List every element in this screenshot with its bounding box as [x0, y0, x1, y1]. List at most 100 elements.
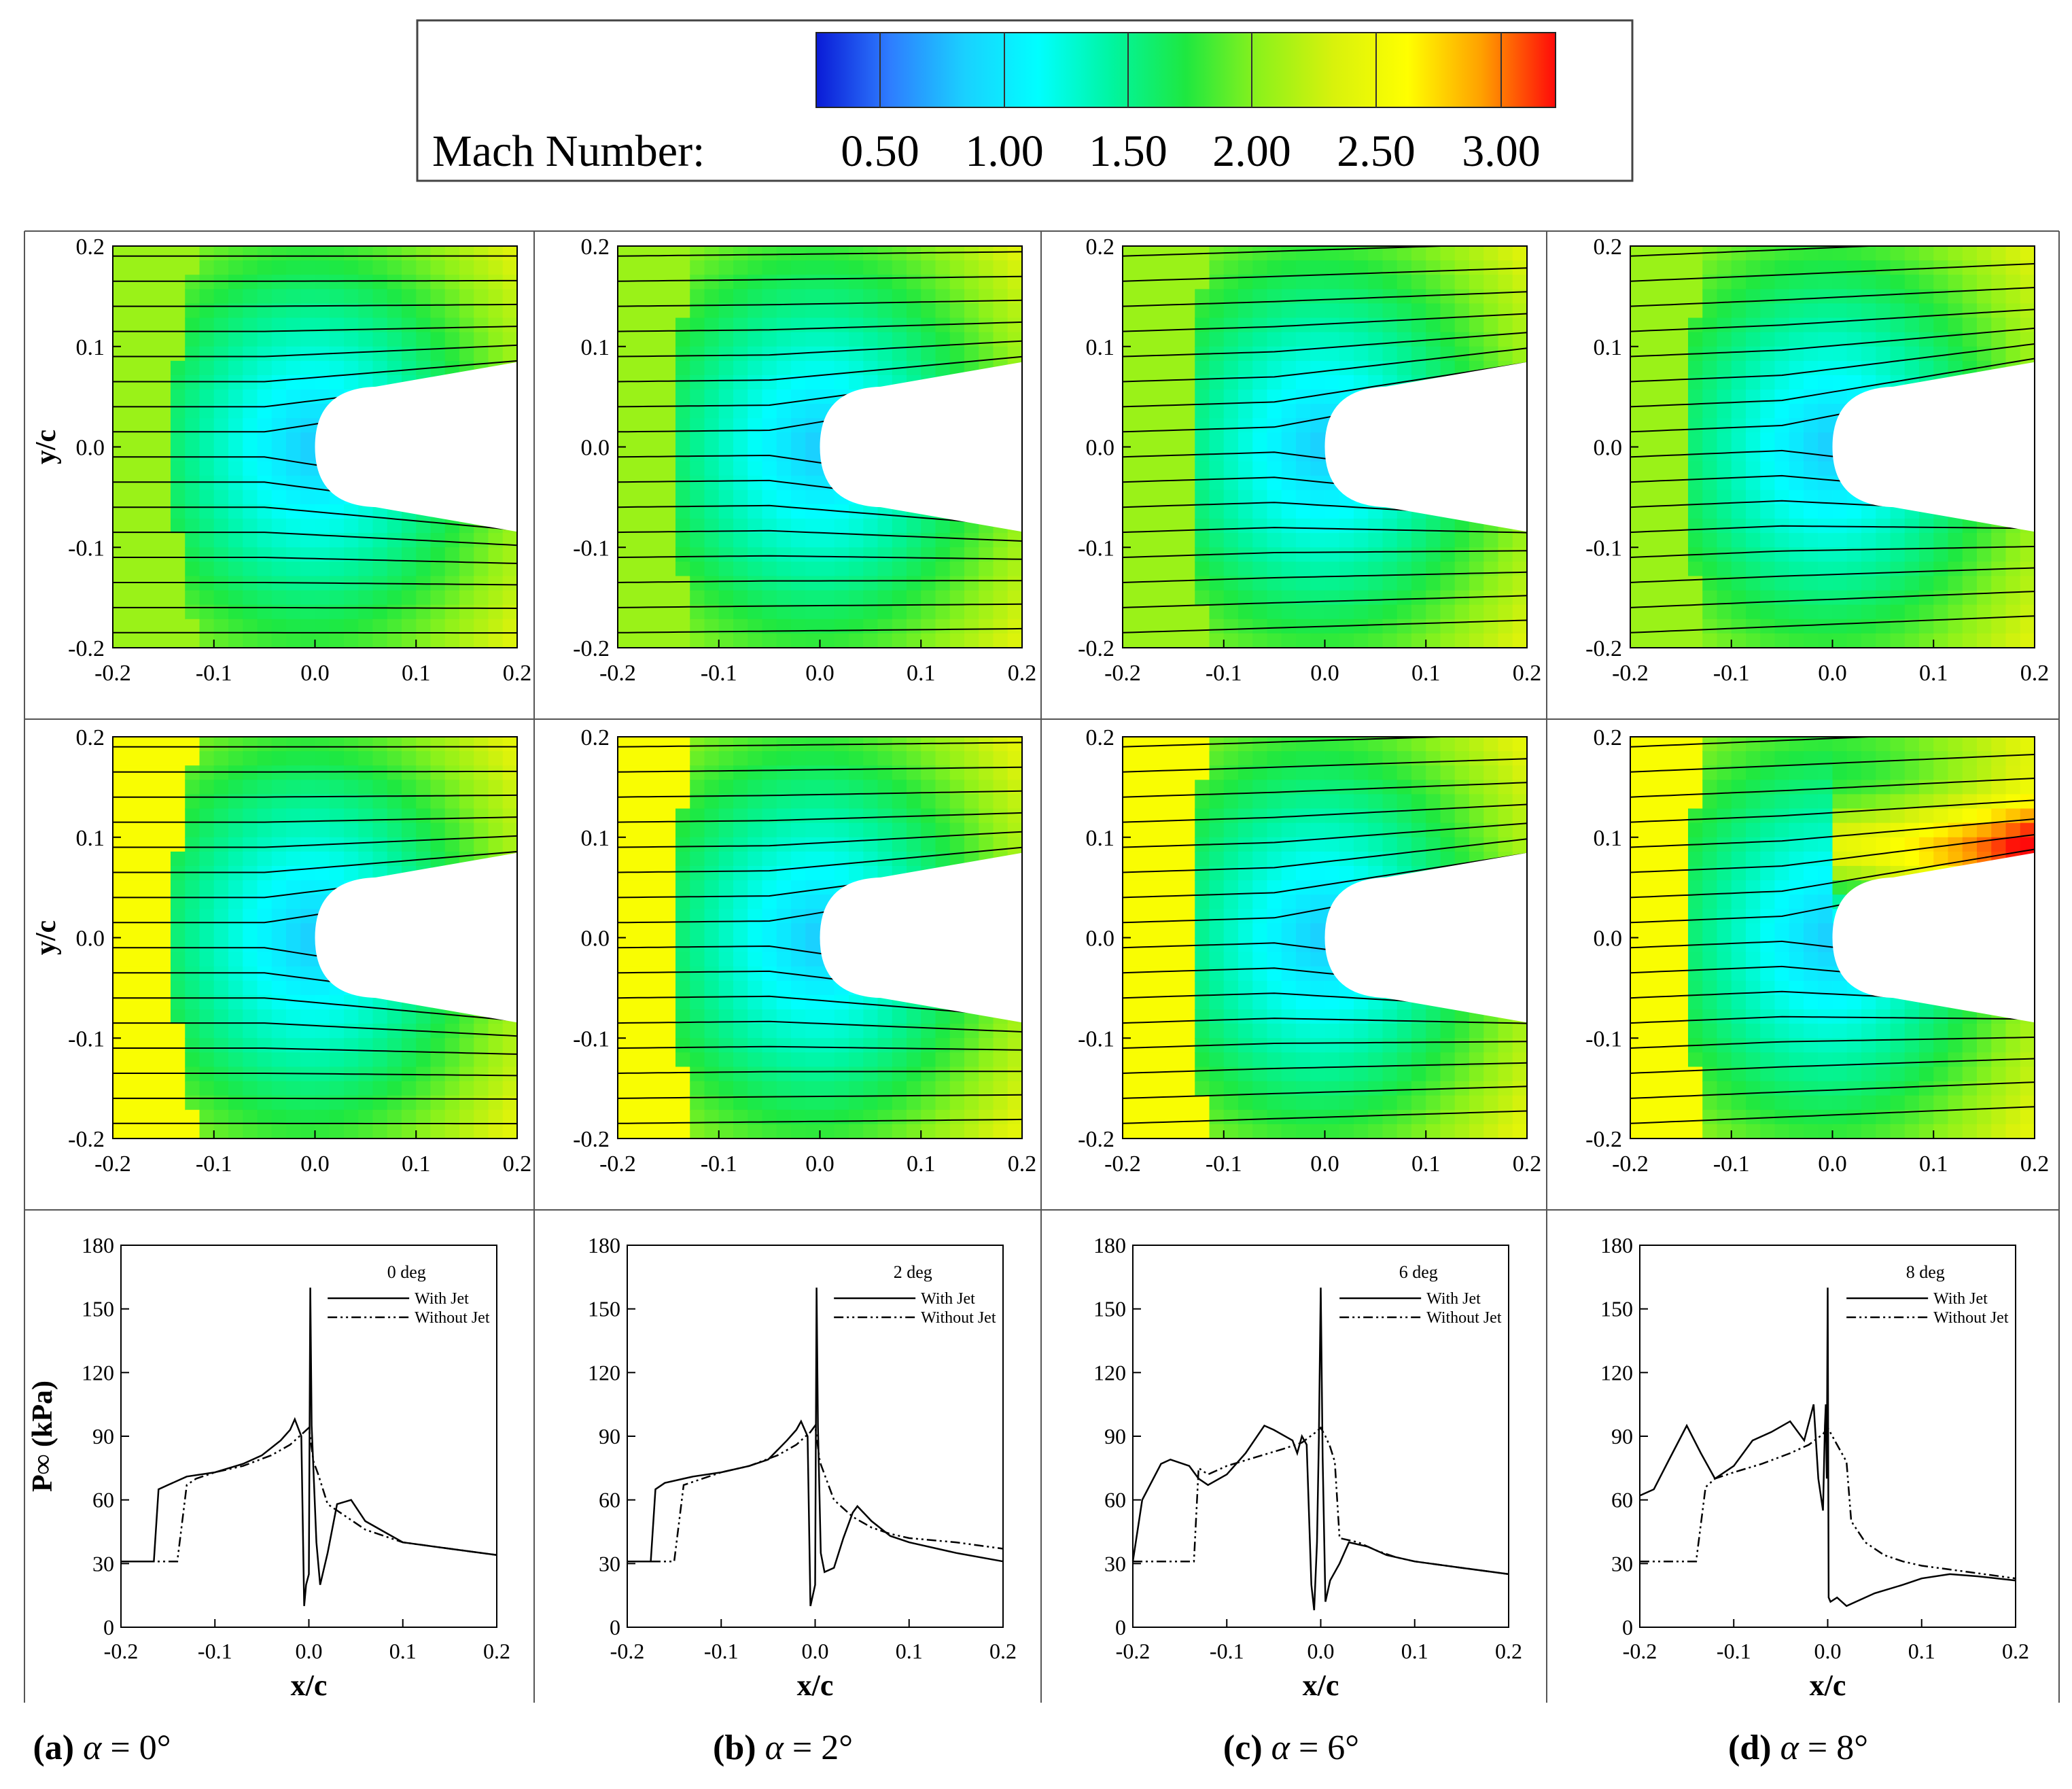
- mach-cell: [1469, 561, 1485, 577]
- y-tick-label: -0.1: [1585, 536, 1622, 561]
- mach-cell: [1180, 561, 1196, 577]
- mach-cell: [1948, 590, 1963, 606]
- mach-cell: [1731, 360, 1746, 376]
- mach-cell: [185, 737, 200, 752]
- mach-cell: [387, 346, 402, 362]
- mach-cell: [805, 780, 821, 795]
- mach-cell: [1223, 332, 1239, 347]
- mach-cell: [141, 765, 157, 781]
- mach-cell: [1397, 519, 1412, 534]
- mach-cell: [1919, 332, 1935, 347]
- mach-cell: [1339, 289, 1354, 305]
- mach-cell: [113, 561, 128, 577]
- mach-cell: [1267, 461, 1282, 476]
- mach-cell: [213, 533, 229, 549]
- mach-cell: [877, 1124, 893, 1139]
- mach-cell: [863, 561, 879, 577]
- mach-cell: [358, 1109, 374, 1125]
- mach-cell: [1861, 533, 1877, 549]
- mach-cell: [1645, 375, 1660, 391]
- mach-cell: [1832, 590, 1848, 606]
- mach-cell: [1007, 765, 1022, 781]
- mach-cell: [762, 937, 777, 953]
- mach-cell: [690, 375, 705, 391]
- mach-cell: [156, 894, 171, 910]
- mach-cell: [430, 751, 446, 767]
- mach-cell: [1180, 489, 1196, 505]
- mach-cell: [1717, 590, 1732, 606]
- mach-cell: [430, 1024, 446, 1039]
- mach-cell: [1426, 289, 1441, 305]
- mach-cell: [1789, 547, 1804, 563]
- mach-cell: [805, 980, 821, 996]
- mach-cell: [718, 966, 734, 982]
- mach-cell: [791, 980, 807, 996]
- mach-cell: [156, 418, 171, 434]
- mach-cell: [1151, 519, 1167, 534]
- mach-cell: [1688, 604, 1704, 620]
- mach-cell: [733, 808, 749, 824]
- mach-cell: [907, 1038, 922, 1054]
- mach-cell: [185, 317, 200, 333]
- mach-cell: [228, 1081, 244, 1096]
- mach-cell: [156, 303, 171, 319]
- streamline: [113, 360, 517, 383]
- mach-cell: [171, 619, 186, 634]
- mach-cell: [1933, 519, 1949, 534]
- mach-cell: [791, 937, 807, 953]
- mach-cell: [1123, 260, 1138, 276]
- mach-cell: [286, 751, 302, 767]
- mach-cell: [690, 1052, 705, 1068]
- mach-cell: [199, 1024, 215, 1039]
- mach-cell: [171, 432, 186, 448]
- mach-cell: [748, 794, 763, 810]
- mach-cell: [228, 418, 244, 434]
- mach-cell: [1180, 332, 1196, 347]
- mach-cell: [1818, 303, 1833, 319]
- mach-cell: [1630, 275, 1646, 290]
- mach-cell: [1397, 533, 1412, 549]
- mach-cell: [1454, 275, 1470, 290]
- mach-cell: [733, 576, 749, 591]
- mach-cell: [300, 1109, 316, 1125]
- mach-cell: [1688, 432, 1704, 448]
- mach-cell: [171, 1009, 186, 1025]
- mach-cell: [1774, 461, 1790, 476]
- mach-cell: [257, 1052, 273, 1068]
- mach-cell: [762, 519, 777, 534]
- mach-cell: [690, 317, 705, 333]
- mach-cell: [1645, 404, 1660, 419]
- mach-cell: [1731, 561, 1746, 577]
- mach-cell: [171, 980, 186, 996]
- mach-cell: [2020, 619, 2035, 634]
- mach-cell: [228, 952, 244, 967]
- mach-cell: [1760, 633, 1776, 648]
- mach-cell: [1195, 389, 1210, 405]
- mach-cell: [1368, 360, 1384, 376]
- mach-cell: [1252, 375, 1268, 391]
- mach-cell: [1630, 547, 1646, 563]
- mach-cell: [1818, 260, 1833, 276]
- mach-cell: [199, 275, 215, 290]
- mach-cell: [690, 880, 705, 896]
- mach-cell: [243, 837, 258, 852]
- mach-cell: [141, 619, 157, 634]
- mach-cell: [1832, 275, 1848, 290]
- mach-cell: [300, 937, 316, 953]
- mach-cell: [820, 822, 835, 838]
- mach-cell: [935, 619, 951, 634]
- mach-cell: [1195, 590, 1210, 606]
- mach-cell: [661, 346, 676, 362]
- mach-cell: [387, 332, 402, 347]
- y-tick-label: 0.2: [1086, 235, 1115, 260]
- mach-cell: [935, 604, 951, 620]
- mach-cell: [618, 880, 633, 896]
- mach-cell: [675, 966, 691, 982]
- mach-cell: [502, 780, 517, 795]
- mach-cell: [344, 260, 359, 276]
- mach-cell: [402, 1052, 417, 1068]
- mach-cell: [646, 808, 662, 824]
- mach-cell: [733, 260, 749, 276]
- x-tick-label: -0.1: [196, 661, 232, 686]
- mach-cell: [718, 794, 734, 810]
